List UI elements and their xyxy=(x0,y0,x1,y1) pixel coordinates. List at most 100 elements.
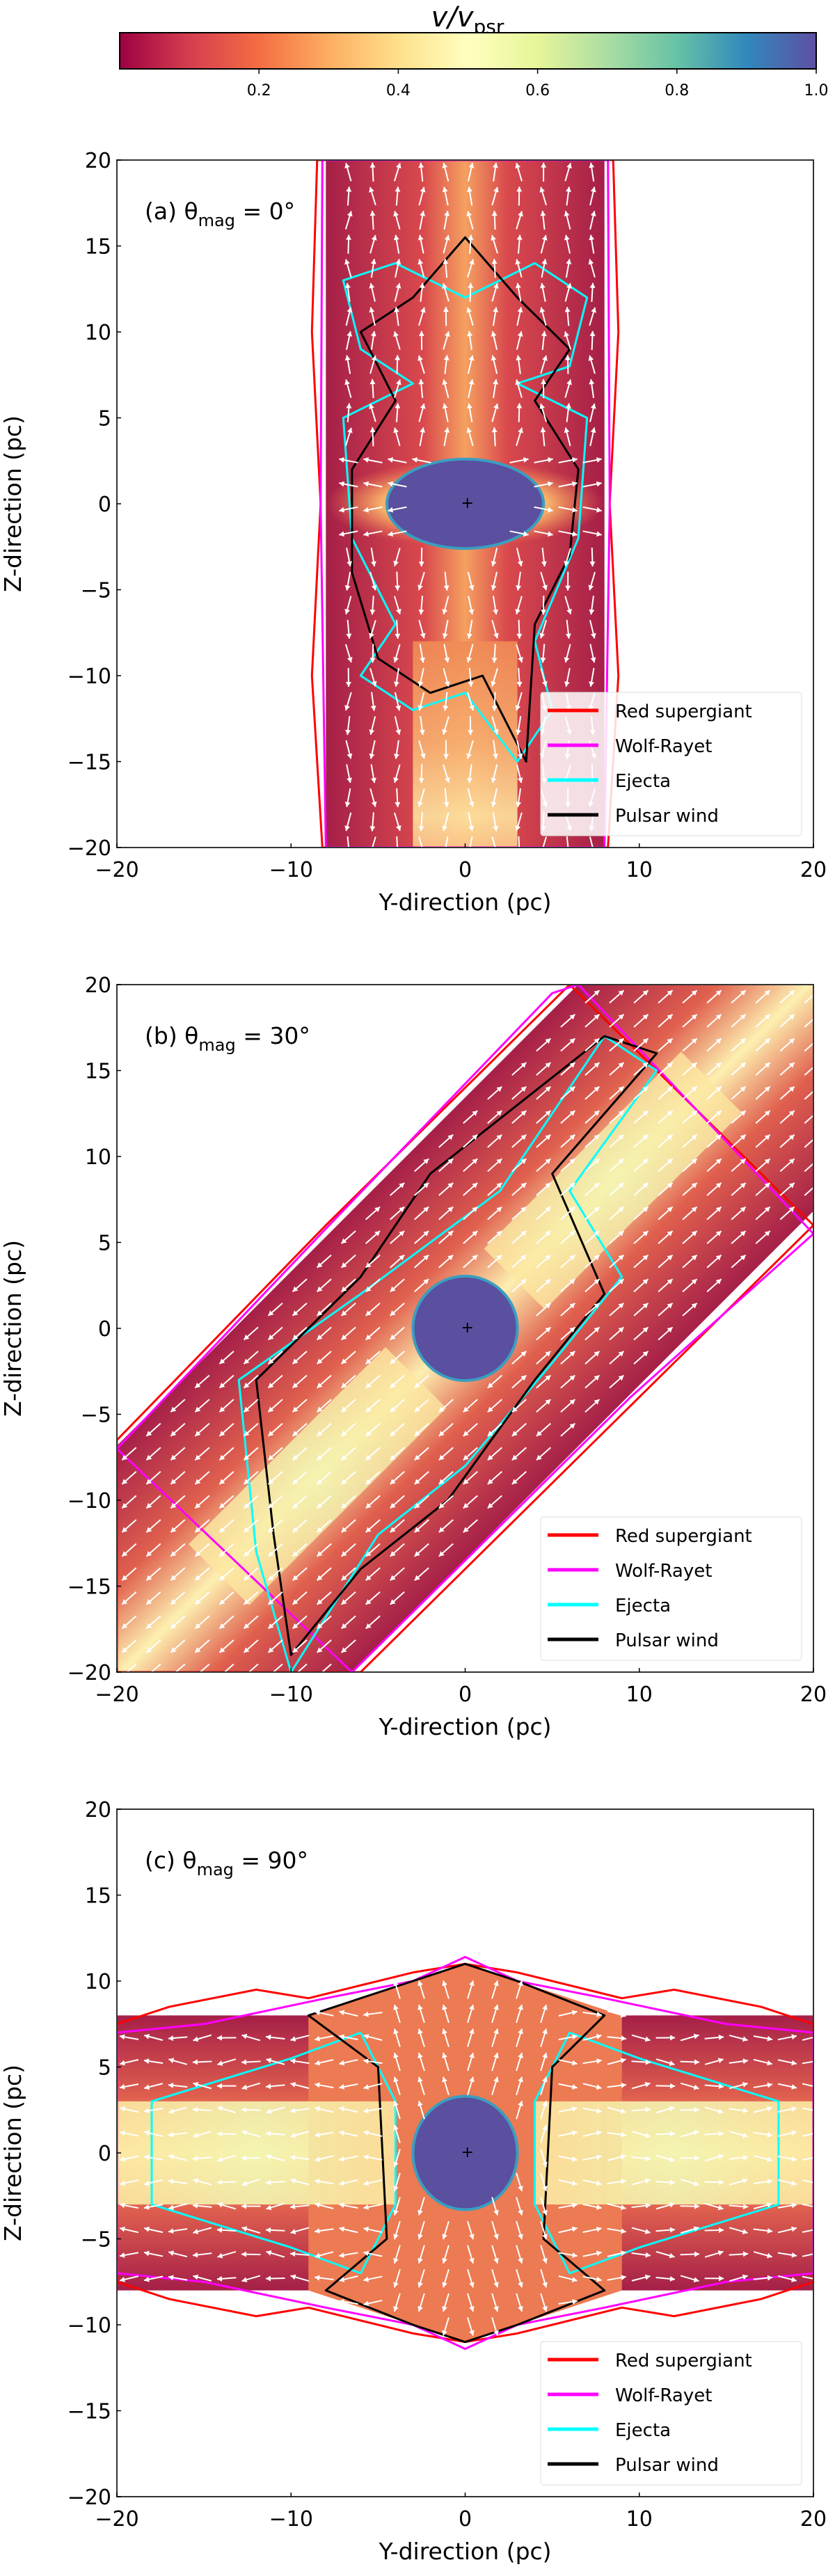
velocity-arrow xyxy=(143,2130,164,2138)
velocity-arrow xyxy=(340,1278,356,1293)
velocity-arrow xyxy=(292,1326,308,1341)
velocity-arrow xyxy=(119,2226,139,2234)
y-tick-label: 20 xyxy=(85,1798,111,1822)
velocity-arrow xyxy=(704,2179,724,2186)
legend-label: Pulsar wind xyxy=(615,1630,719,1651)
velocity-arrow xyxy=(516,211,523,230)
velocity-arrow xyxy=(731,1230,747,1244)
velocity-arrow xyxy=(658,1110,674,1124)
velocity-arrow xyxy=(516,307,523,326)
y-tick-label: 20 xyxy=(85,973,111,998)
velocity-arrow xyxy=(706,1134,722,1148)
velocity-arrow xyxy=(463,1422,478,1437)
velocity-arrow xyxy=(680,2179,699,2186)
velocity-arrow xyxy=(802,2275,813,2280)
velocity-arrow xyxy=(394,283,401,302)
velocity-arrow xyxy=(218,1447,234,1461)
velocity-arrow xyxy=(516,2076,523,2095)
velocity-arrow xyxy=(393,2028,401,2047)
velocity-arrow xyxy=(267,1374,283,1389)
velocity-arrow xyxy=(365,1278,381,1293)
velocity-arrow xyxy=(584,989,601,1004)
velocity-arrow xyxy=(584,1278,601,1293)
velocity-arrow xyxy=(369,740,376,759)
velocity-arrow xyxy=(680,2059,700,2065)
velocity-arrow xyxy=(393,1980,401,1999)
velocity-arrow xyxy=(706,1206,722,1221)
velocity-arrow xyxy=(266,2154,285,2162)
velocity-arrow xyxy=(516,2172,523,2192)
velocity-arrow xyxy=(418,234,424,254)
velocity-arrow xyxy=(315,2035,334,2042)
velocity-arrow xyxy=(491,836,496,848)
velocity-arrow xyxy=(218,1422,234,1437)
velocity-arrow xyxy=(777,2155,797,2162)
velocity-arrow xyxy=(755,1206,771,1221)
velocity-arrow xyxy=(631,2202,651,2209)
velocity-arrow xyxy=(558,2252,578,2258)
velocity-arrow xyxy=(119,2034,139,2040)
velocity-arrow xyxy=(442,162,450,182)
velocity-arrow xyxy=(418,667,424,687)
velocity-arrow xyxy=(540,2052,548,2072)
velocity-arrow xyxy=(365,1495,381,1509)
velocity-arrow xyxy=(491,2028,499,2047)
velocity-arrow xyxy=(119,2130,139,2137)
velocity-arrow xyxy=(414,1206,429,1221)
velocity-arrow xyxy=(414,1374,429,1389)
legend: Red supergiant Wolf-Rayet Ejecta Pulsar win… xyxy=(540,2341,802,2486)
velocity-arrow xyxy=(266,2202,285,2211)
velocity-arrow xyxy=(170,1495,186,1509)
velocity-arrow xyxy=(584,1302,601,1317)
velocity-arrow xyxy=(218,1567,234,1582)
velocity-arrow xyxy=(414,1567,429,1582)
velocity-arrow xyxy=(340,1471,356,1485)
velocity-arrow xyxy=(414,1519,429,1533)
legend: Red supergiant Wolf-Rayet Ejecta Pulsar win… xyxy=(540,1516,802,1661)
velocity-arrow xyxy=(265,2227,285,2233)
velocity-arrow xyxy=(491,619,499,639)
velocity-arrow xyxy=(344,692,352,711)
velocity-arrow xyxy=(515,596,523,615)
pulsar-wind-contour xyxy=(351,236,580,763)
velocity-arrow xyxy=(779,1134,795,1148)
velocity-arrow xyxy=(706,1062,722,1076)
velocity-arrow xyxy=(145,1567,161,1582)
y-tick-label: 10 xyxy=(85,1970,111,1994)
velocity-arrow xyxy=(243,1326,259,1341)
velocity-arrow xyxy=(467,331,473,350)
velocity-arrow xyxy=(609,989,625,1004)
velocity-arrow xyxy=(419,716,425,736)
velocity-arrow xyxy=(706,989,722,1004)
velocity-arrow xyxy=(372,836,376,848)
velocity-arrow xyxy=(487,1399,502,1413)
velocity-arrow xyxy=(755,1182,771,1196)
velocity-arrow xyxy=(564,644,571,663)
velocity-arrow xyxy=(582,2226,602,2233)
velocity-arrow xyxy=(216,2275,237,2282)
velocity-arrow xyxy=(216,2179,237,2186)
velocity-arrow xyxy=(704,2227,724,2233)
velocity-arrow xyxy=(560,1062,576,1076)
x-tick-label: −20 xyxy=(95,2507,138,2531)
velocity-arrow xyxy=(582,2130,602,2137)
velocity-arrow xyxy=(589,596,595,615)
velocity-arrow xyxy=(315,2179,334,2185)
velocity-arrow xyxy=(339,2252,358,2258)
velocity-arrow xyxy=(194,1567,210,1582)
velocity-arrow xyxy=(515,162,523,182)
velocity-arrow xyxy=(340,1422,356,1437)
velocity-arrow xyxy=(609,1182,625,1196)
velocity-arrow xyxy=(491,186,499,206)
velocity-arrow xyxy=(365,1374,381,1389)
velocity-arrow xyxy=(216,2131,237,2137)
velocity-arrow xyxy=(216,2035,237,2041)
velocity-arrow xyxy=(345,667,351,687)
velocity-arrow xyxy=(607,2082,626,2088)
velocity-arrow xyxy=(491,1980,499,1999)
velocity-arrow xyxy=(753,2275,773,2281)
velocity-arrow xyxy=(680,2107,700,2113)
velocity-arrow xyxy=(468,812,475,832)
velocity-arrow xyxy=(468,596,475,615)
pulsar-core xyxy=(411,2094,519,2211)
